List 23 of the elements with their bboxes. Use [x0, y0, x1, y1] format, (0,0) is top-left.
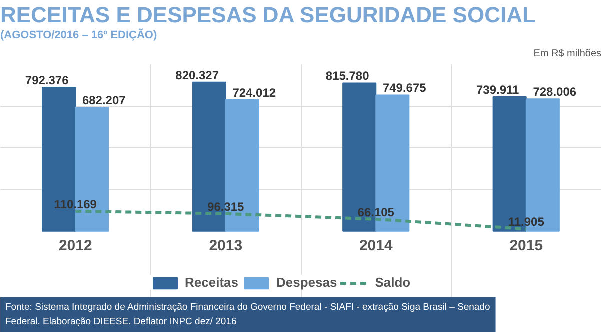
data-label: 110.169: [54, 197, 98, 212]
chart-subtitle: (AGOSTO/2016 – 16º EDIÇÃO): [0, 28, 158, 42]
legend-label: Despesas: [276, 275, 338, 290]
data-label: 739.911: [476, 82, 520, 97]
chart-title: RECEITAS E DESPESAS DA SEGURIDADE SOCIAL: [0, 2, 536, 28]
data-label: 820.327: [176, 68, 220, 82]
data-label: 682.207: [82, 93, 126, 108]
x-tick-label: 2014: [359, 237, 394, 254]
x-tick-label: 2012: [58, 237, 92, 254]
data-label: 792.376: [25, 73, 70, 88]
legend-label: Receitas: [185, 275, 238, 290]
source-note: Fonte: Sistema Integrado de Administração Financeira do Governo Federal - SIAFI - extração Siga Brasil – Senado Federal. Elaboração DIEESE. Deflator INPC dez/ 2016: [6, 302, 490, 328]
text: Em R$ milhões: [534, 48, 601, 60]
data-label: 815.780: [326, 69, 370, 84]
legend-label: Saldo: [375, 275, 411, 290]
data-label: 728.006: [533, 85, 577, 100]
data-label: 66.105: [358, 205, 395, 220]
data-label: 96.315: [208, 200, 245, 214]
x-tick-label: 2015: [510, 237, 544, 254]
data-label: 11.905: [508, 215, 545, 230]
data-label: 724.012: [232, 86, 276, 100]
data-label: 749.675: [382, 81, 427, 96]
x-tick-label: 2013: [209, 237, 243, 254]
